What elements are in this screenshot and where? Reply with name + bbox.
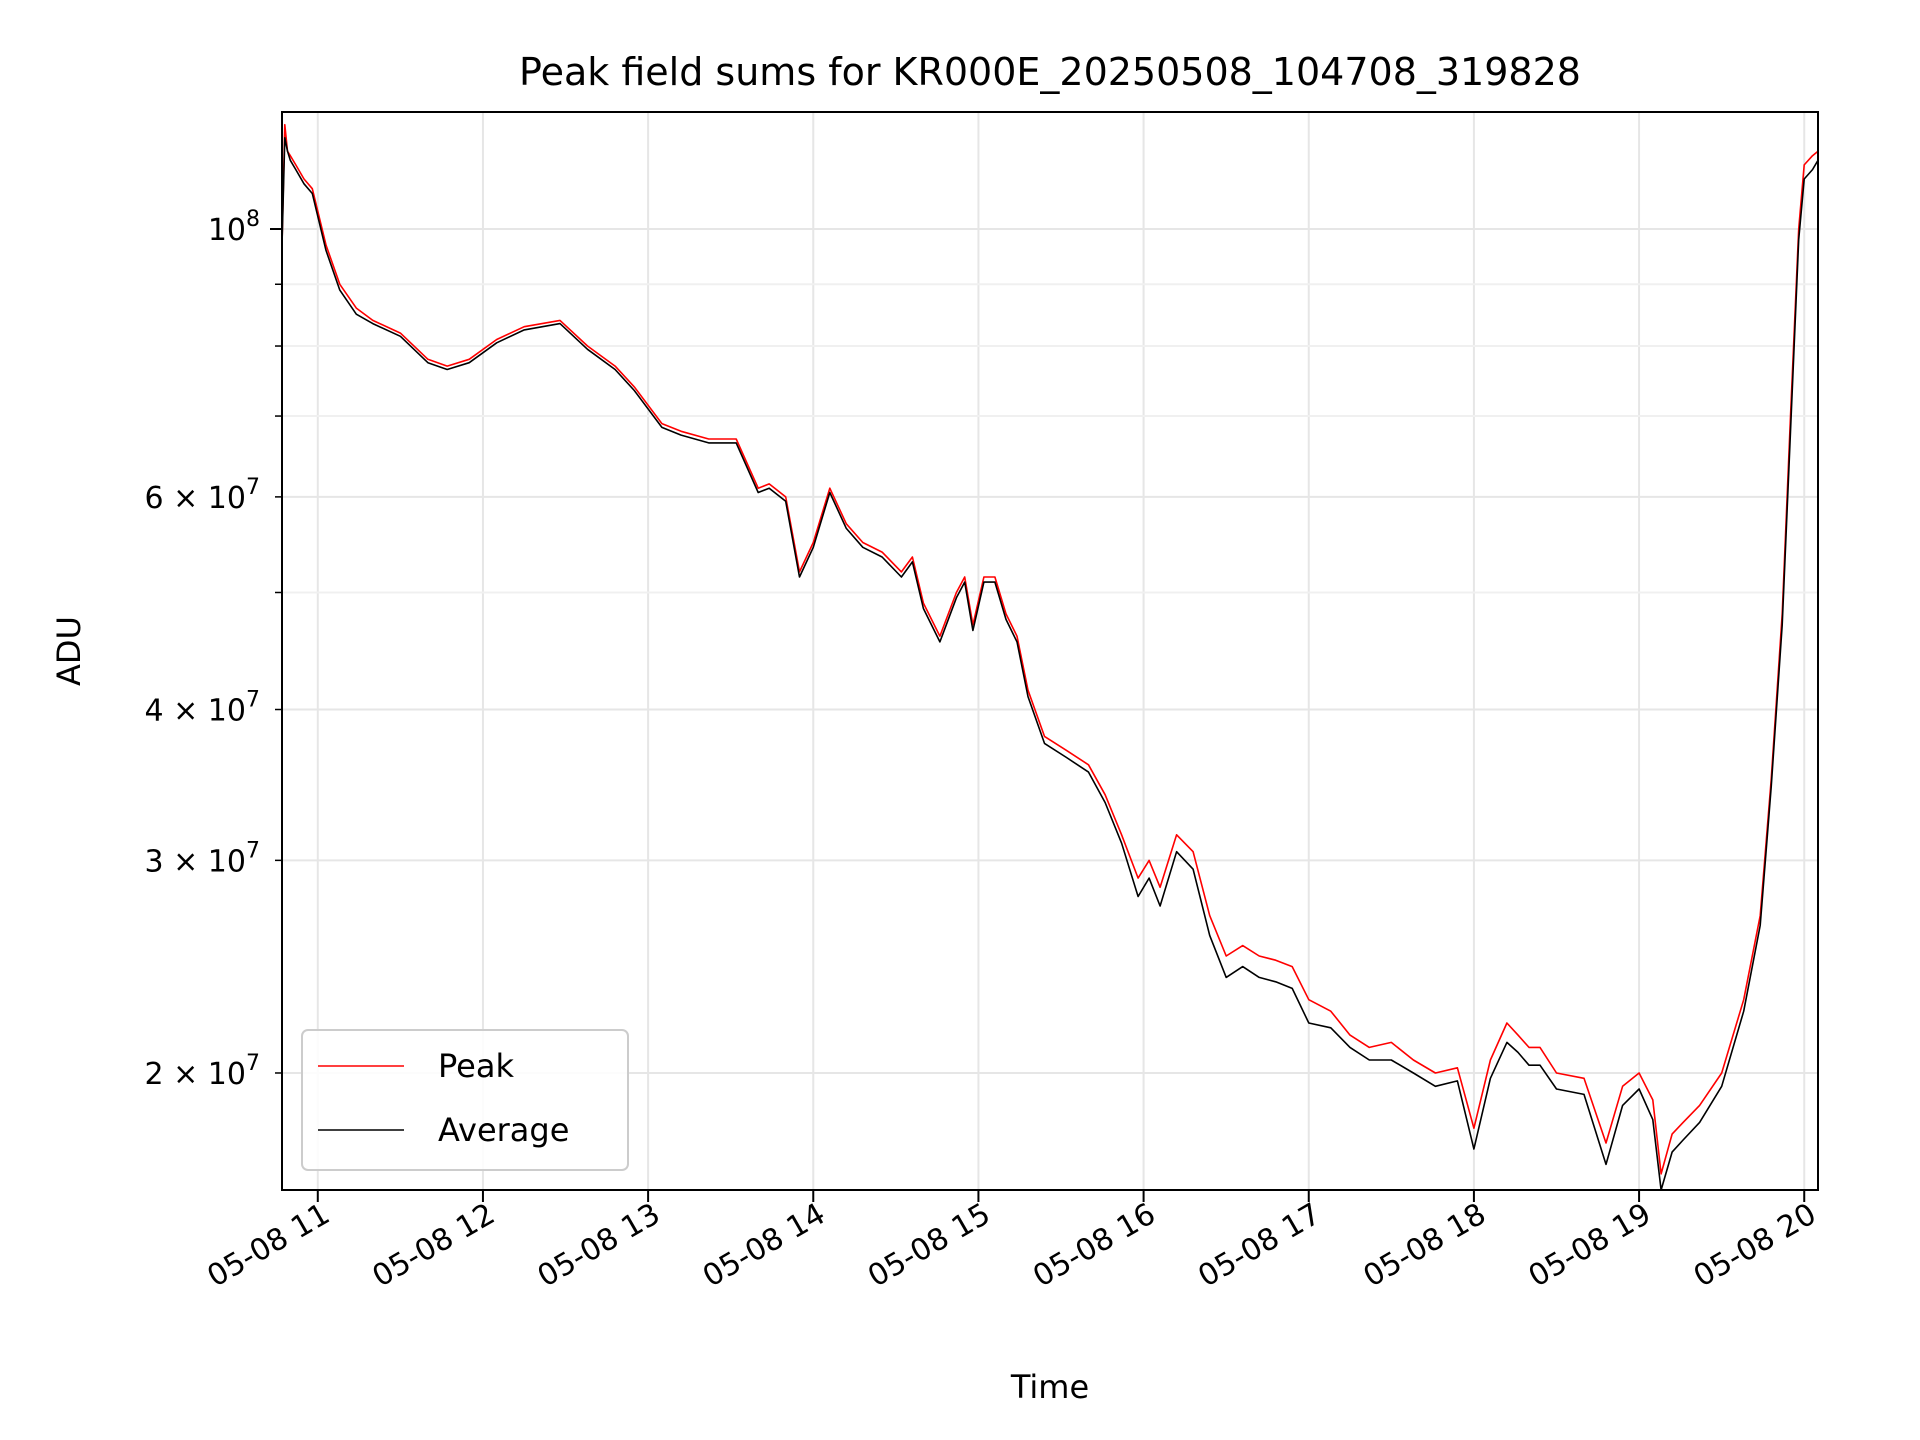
series-line-peak — [281, 123, 1819, 1175]
y-axis-label: ADU — [50, 616, 88, 686]
legend-label-peak: Peak — [438, 1047, 514, 1085]
grid — [282, 112, 1818, 1190]
y-tick-label: 6 × 107 — [145, 475, 260, 516]
x-axis-label: Time — [1010, 1368, 1089, 1406]
series-group — [281, 123, 1819, 1191]
chart-title: Peak field sums for KR000E_20250508_1047… — [519, 50, 1581, 94]
legend: Peak Average — [301, 1029, 629, 1171]
plot-frame — [281, 111, 1819, 1191]
series-line-average — [281, 137, 1819, 1191]
y-tick-label: 2 × 107 — [145, 1051, 260, 1092]
y-tick-label: 3 × 107 — [145, 838, 260, 879]
legend-label-average: Average — [438, 1111, 569, 1149]
y-tick-label: 108 — [208, 207, 260, 248]
legend-box — [301, 1029, 629, 1171]
y-tick-label: 4 × 107 — [145, 688, 260, 729]
y-axis: 108 6 × 107 4 × 107 3 × 107 2 × 107 — [145, 207, 282, 1092]
